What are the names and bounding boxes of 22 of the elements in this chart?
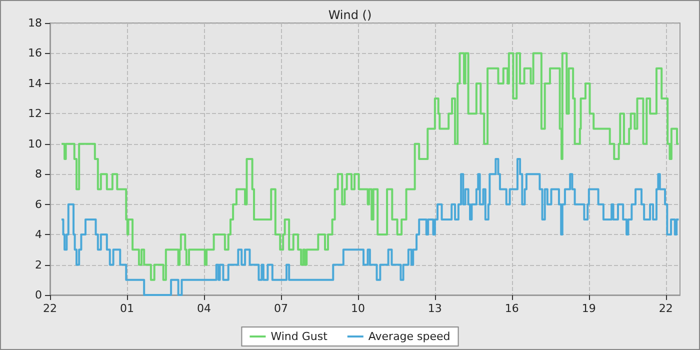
x-tick-label: 22	[658, 302, 673, 315]
y-tick-label: 6	[35, 198, 42, 211]
chart-title: Wind ()	[328, 8, 372, 22]
x-tick-label: 16	[504, 302, 519, 315]
y-tick-label: 2	[35, 258, 42, 272]
x-tick-label: 22	[43, 302, 57, 315]
y-tick-label: 0	[35, 288, 42, 302]
y-tick-label: 8	[35, 168, 42, 181]
y-tick-label: 14	[28, 76, 42, 90]
x-tick-label: 13	[428, 302, 442, 315]
x-tick-label: 04	[196, 302, 211, 315]
y-tick-label: 4	[35, 228, 42, 242]
x-tick-label: 10	[350, 302, 365, 315]
y-tick-label: 16	[28, 46, 42, 60]
y-tick-label: 18	[28, 16, 42, 30]
legend-label: Wind Gust	[270, 330, 328, 343]
legend-label: Average speed	[368, 330, 450, 343]
x-tick-label: 19	[582, 302, 596, 315]
x-tick-label: 07	[274, 302, 288, 315]
y-tick-label: 12	[28, 107, 42, 120]
y-tick-label: 10	[28, 137, 42, 150]
x-tick-label: 01	[120, 302, 134, 315]
